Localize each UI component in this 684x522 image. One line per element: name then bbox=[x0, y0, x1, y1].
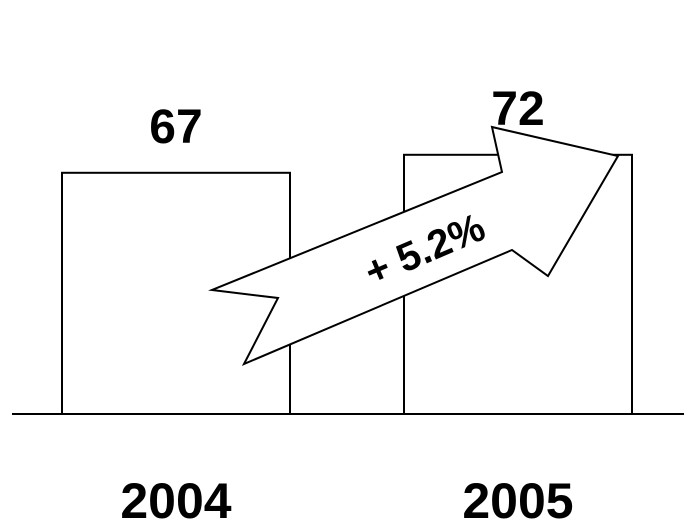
value-labels-group: 67 72 bbox=[149, 83, 544, 154]
category-label-2004: 2004 bbox=[120, 473, 231, 522]
value-label-2004: 67 bbox=[149, 101, 202, 154]
value-label-2005: 72 bbox=[491, 83, 544, 136]
category-labels-group: 2004 2005 bbox=[120, 473, 573, 522]
category-label-2005: 2005 bbox=[462, 473, 573, 522]
growth-arrow-shape bbox=[208, 125, 620, 367]
